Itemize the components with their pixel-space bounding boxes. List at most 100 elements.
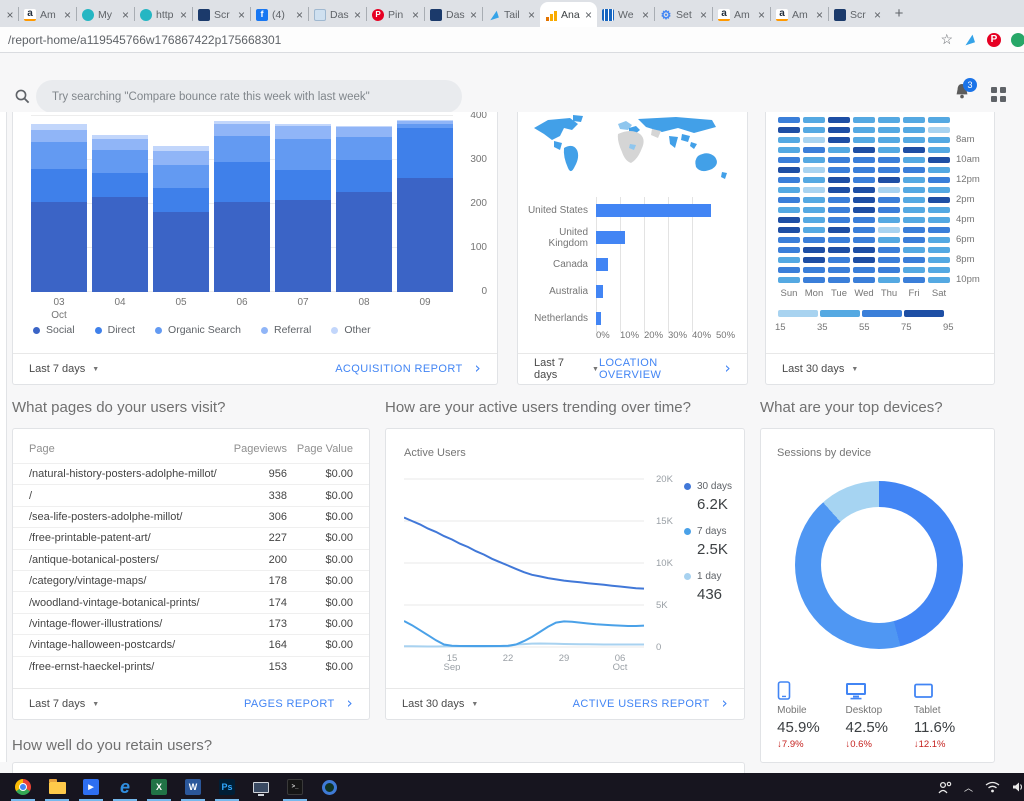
heatmap-cell[interactable] — [828, 157, 850, 163]
heatmap-cell[interactable] — [928, 257, 950, 263]
bar-09[interactable] — [397, 120, 453, 292]
heatmap-cell[interactable] — [903, 227, 925, 233]
heatmap-cell[interactable] — [853, 227, 875, 233]
heatmap-cell[interactable] — [928, 237, 950, 243]
heatmap-cell[interactable] — [778, 187, 800, 193]
tab-close-icon[interactable]: × — [353, 7, 361, 22]
taskbar-chrome-icon[interactable] — [6, 773, 40, 801]
heatmap-cell[interactable] — [853, 187, 875, 193]
heatmap-cell[interactable] — [878, 187, 900, 193]
active-users-report-link[interactable]: ACTIVE USERS REPORT › — [572, 693, 728, 712]
heatmap-cell[interactable] — [803, 127, 825, 133]
heatmap-cell[interactable] — [928, 207, 950, 213]
heatmap-cell[interactable] — [903, 157, 925, 163]
tab-close-icon[interactable]: × — [295, 7, 303, 22]
bar-06[interactable] — [214, 121, 270, 292]
tab-close-icon[interactable]: × — [584, 7, 592, 22]
tab-close-icon[interactable]: × — [699, 7, 707, 22]
heatmap-cell[interactable] — [903, 177, 925, 183]
heatmap-cell[interactable] — [878, 217, 900, 223]
heatmap-cell[interactable] — [853, 157, 875, 163]
heatmap-cell[interactable] — [803, 267, 825, 273]
heatmap-cell[interactable] — [778, 227, 800, 233]
heatmap-cell[interactable] — [828, 247, 850, 253]
heatmap-cell[interactable] — [778, 177, 800, 183]
tab-close-icon[interactable]: × — [237, 7, 245, 22]
heatmap-cell[interactable] — [853, 247, 875, 253]
heatmap-cell[interactable] — [778, 217, 800, 223]
heatmap-cell[interactable] — [778, 277, 800, 283]
tab-close-icon[interactable]: × — [6, 7, 14, 22]
heatmap-cell[interactable] — [928, 197, 950, 203]
heatmap-cell[interactable] — [903, 147, 925, 153]
tab-Scr[interactable]: Scr × — [193, 2, 250, 27]
heatmap-cell[interactable] — [778, 137, 800, 143]
heatmap-cell[interactable] — [928, 277, 950, 283]
heatmap-cell[interactable] — [828, 257, 850, 263]
tab-edge[interactable]: × — [2, 2, 18, 27]
heatmap-cell[interactable] — [803, 197, 825, 203]
tab-close-icon[interactable]: × — [757, 7, 765, 22]
heatmap-cell[interactable] — [828, 237, 850, 243]
date-range-selector[interactable]: Last 7 days ▼ — [29, 698, 100, 710]
heatmap-cell[interactable] — [928, 217, 950, 223]
tab-close-icon[interactable]: × — [179, 7, 187, 22]
heatmap-cell[interactable] — [778, 267, 800, 273]
heatmap-cell[interactable] — [928, 127, 950, 133]
taskbar-excel-icon[interactable]: X — [142, 773, 176, 801]
bookmark-star-icon[interactable]: ☆ — [940, 31, 953, 47]
table-row[interactable]: /category/vintage-maps/178 $0.00 — [13, 569, 369, 591]
country-bar[interactable] — [596, 231, 625, 244]
heatmap-cell[interactable] — [928, 187, 950, 193]
heatmap-cell[interactable] — [778, 247, 800, 253]
country-bar[interactable] — [596, 204, 712, 217]
heatmap-cell[interactable] — [853, 277, 875, 283]
heatmap-cell[interactable] — [803, 137, 825, 143]
bar-03-Oct[interactable] — [31, 123, 87, 292]
heatmap-cell[interactable] — [853, 177, 875, 183]
heatmap-cell[interactable] — [778, 157, 800, 163]
tab-Pin[interactable]: P Pin × — [367, 2, 424, 27]
heatmap-cell[interactable] — [778, 197, 800, 203]
date-range-selector[interactable]: Last 30 days ▼ — [402, 698, 479, 710]
apps-grid-icon[interactable] — [991, 87, 1007, 103]
legend-item-7-days[interactable]: 7 days 2.5K — [684, 526, 732, 558]
heatmap-cell[interactable] — [878, 197, 900, 203]
tab-close-icon[interactable]: × — [121, 7, 129, 22]
heatmap-cell[interactable] — [928, 177, 950, 183]
tray-chevron-up-icon[interactable]: ︿ — [963, 782, 973, 793]
heatmap-cell[interactable] — [878, 127, 900, 133]
legend-item-1-day[interactable]: 1 day 436 — [684, 571, 732, 603]
heatmap-cell[interactable] — [778, 117, 800, 123]
heatmap-cell[interactable] — [853, 117, 875, 123]
heatmap-cell[interactable] — [803, 187, 825, 193]
taskbar-photoshop-icon[interactable]: Ps — [210, 773, 244, 801]
heatmap-cell[interactable] — [778, 207, 800, 213]
table-row[interactable]: /natural-history-posters-adolphe-millot/… — [13, 463, 369, 484]
tab-Am[interactable]: a Am × — [19, 2, 76, 27]
bar-05[interactable] — [153, 145, 209, 292]
heatmap-cell[interactable] — [803, 207, 825, 213]
heatmap-cell[interactable] — [853, 127, 875, 133]
legend-item-30-days[interactable]: 30 days 6.2K — [684, 481, 732, 513]
heatmap-cell[interactable] — [903, 187, 925, 193]
heatmap-cell[interactable] — [853, 147, 875, 153]
url-text[interactable]: /report-home/a119545766w176867422p175668… — [8, 32, 282, 47]
taskbar-edge-icon[interactable]: e — [108, 773, 142, 801]
heatmap-cell[interactable] — [853, 257, 875, 263]
heatmap-cell[interactable] — [778, 167, 800, 173]
heatmap-cell[interactable] — [928, 137, 950, 143]
heatmap-cell[interactable] — [878, 267, 900, 273]
taskbar-word-icon[interactable]: W — [176, 773, 210, 801]
tab-Scr[interactable]: Scr × — [829, 2, 886, 27]
heatmap-cell[interactable] — [803, 167, 825, 173]
heatmap-cell[interactable] — [778, 127, 800, 133]
taskbar-movies-tv-icon[interactable]: ▶ — [74, 773, 108, 801]
tray-wifi-icon[interactable] — [985, 781, 1000, 793]
heatmap-cell[interactable] — [903, 127, 925, 133]
heatmap-cell[interactable] — [828, 147, 850, 153]
bar-04[interactable] — [92, 134, 148, 292]
location-overview-link[interactable]: LOCATION OVERVIEW › — [598, 357, 731, 381]
heatmap-cell[interactable] — [778, 237, 800, 243]
heatmap-cell[interactable] — [878, 177, 900, 183]
